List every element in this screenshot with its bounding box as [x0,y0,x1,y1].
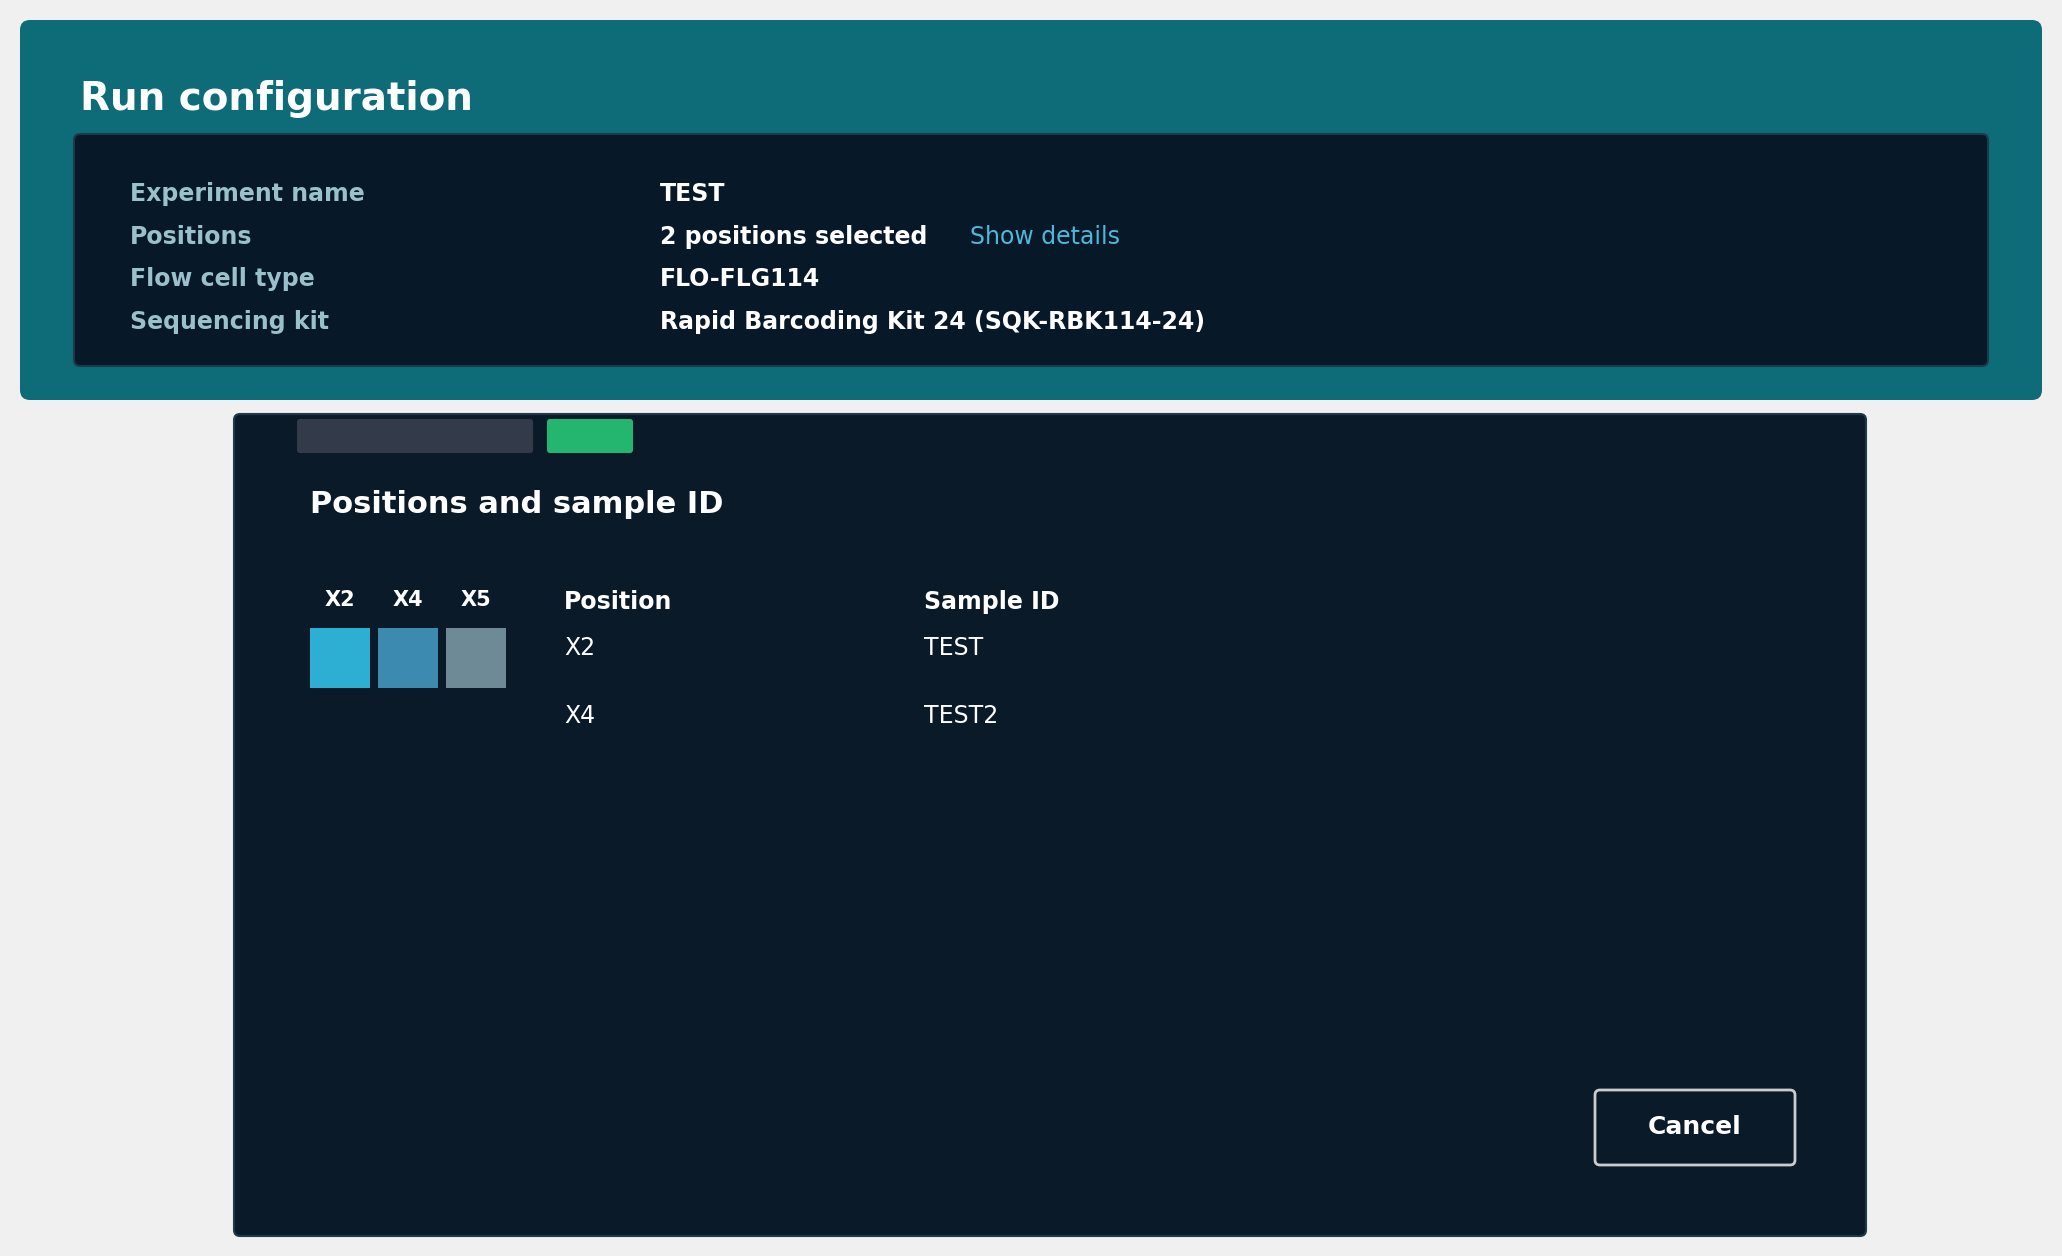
Text: X4: X4 [565,705,596,728]
Text: TEST: TEST [924,636,984,659]
FancyBboxPatch shape [546,420,633,453]
Text: Cancel: Cancel [1648,1115,1742,1139]
FancyBboxPatch shape [233,414,1866,1236]
Text: 2 positions selected: 2 positions selected [660,225,928,249]
FancyBboxPatch shape [1596,1090,1796,1166]
FancyBboxPatch shape [297,420,532,453]
Text: Position: Position [565,590,672,614]
FancyBboxPatch shape [21,20,2041,399]
Text: Sample ID: Sample ID [924,590,1060,614]
Text: Flow cell type: Flow cell type [130,268,315,291]
Text: Positions: Positions [130,225,252,249]
Text: X4: X4 [392,590,423,610]
Bar [445,628,505,688]
FancyBboxPatch shape [74,134,1988,365]
Text: X5: X5 [460,590,491,610]
Text: Show details: Show details [969,225,1120,249]
Text: X2: X2 [565,636,596,659]
Text: Experiment name: Experiment name [130,182,365,206]
Text: FLO-FLG114: FLO-FLG114 [660,268,821,291]
Text: Rapid Barcoding Kit 24 (SQK-RBK114-24): Rapid Barcoding Kit 24 (SQK-RBK114-24) [660,310,1204,334]
Bar [377,628,437,688]
Text: Sequencing kit: Sequencing kit [130,310,330,334]
Text: X2: X2 [324,590,355,610]
Text: Run configuration: Run configuration [80,80,472,118]
Bar [309,628,369,688]
Text: TEST2: TEST2 [924,705,998,728]
Text: TEST: TEST [660,182,726,206]
Text: Positions and sample ID: Positions and sample ID [309,490,724,519]
